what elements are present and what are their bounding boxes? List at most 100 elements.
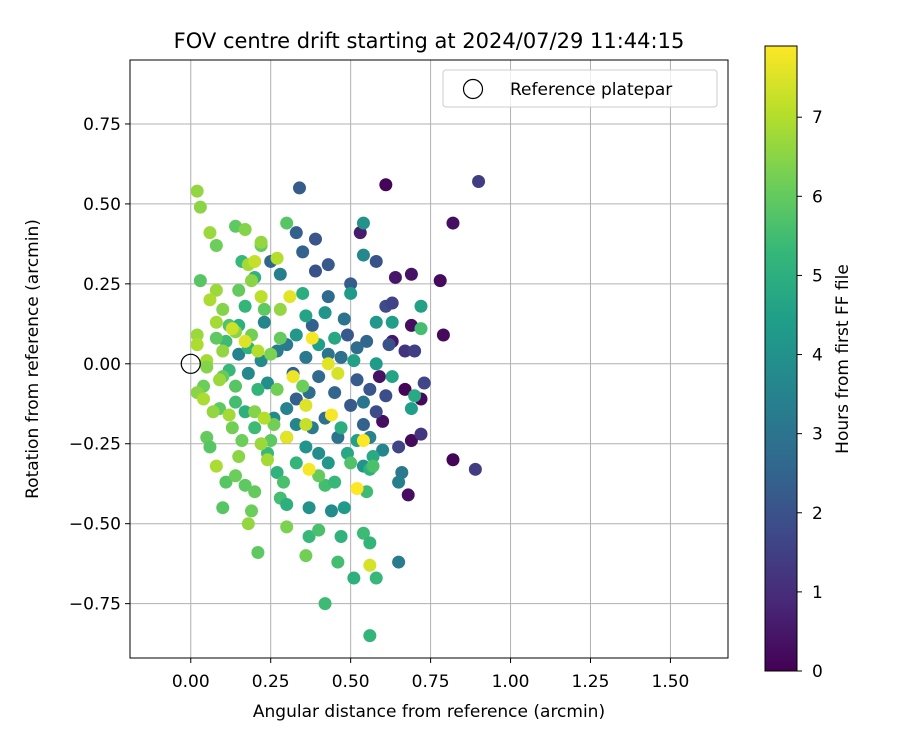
x-tick-label: 1.50 — [652, 672, 690, 692]
data-point — [209, 331, 223, 345]
data-point — [273, 331, 287, 345]
data-point — [238, 299, 252, 313]
data-point — [280, 430, 294, 444]
data-point — [308, 264, 322, 278]
data-point — [414, 322, 428, 336]
data-point — [321, 258, 335, 272]
data-point — [385, 315, 399, 329]
data-point — [299, 309, 313, 323]
data-point — [280, 216, 294, 230]
grid — [130, 60, 728, 658]
data-point — [264, 347, 278, 361]
legend: Reference platepar — [442, 69, 718, 108]
data-point — [232, 283, 246, 297]
data-point — [366, 459, 380, 473]
data-point — [350, 482, 364, 496]
data-point — [190, 338, 204, 352]
data-point — [331, 366, 345, 380]
colorbar-tick-label: 3 — [812, 425, 823, 445]
data-point — [331, 555, 345, 569]
data-point — [299, 398, 313, 412]
data-point — [190, 184, 204, 198]
data-point — [299, 549, 313, 563]
x-axis-label: Angular distance from reference (arcmin) — [253, 702, 605, 722]
data-point — [283, 290, 297, 304]
colorbar-tick-label: 6 — [812, 187, 823, 207]
legend-box — [442, 69, 718, 108]
y-tick-label: 0.00 — [83, 355, 121, 375]
data-point — [254, 290, 268, 304]
data-point — [324, 504, 338, 518]
data-point — [417, 376, 431, 390]
y-tick-label: −0.75 — [69, 595, 121, 615]
data-point — [251, 545, 265, 559]
data-point — [273, 302, 287, 316]
y-tick-label: 0.75 — [83, 115, 121, 135]
data-point — [337, 501, 351, 515]
data-point — [328, 475, 342, 489]
data-point — [337, 312, 351, 326]
data-point — [193, 274, 207, 288]
data-point — [248, 254, 262, 268]
data-point — [238, 405, 252, 419]
colorbar: 0 1 2 3 4 5 6 7 Hours from first FF file — [764, 45, 853, 682]
legend-reference-marker-icon — [462, 78, 484, 100]
x-tick-label: 1.00 — [492, 672, 530, 692]
data-point — [216, 344, 230, 358]
data-point — [280, 520, 294, 534]
data-point — [334, 529, 348, 543]
data-point — [209, 238, 223, 252]
data-point — [190, 328, 204, 342]
colorbar-frame — [764, 45, 798, 672]
y-tick-label: −0.25 — [69, 435, 121, 455]
data-point — [241, 517, 255, 531]
data-point — [203, 226, 217, 240]
data-point — [232, 450, 246, 464]
x-tick-label: 0.50 — [332, 672, 370, 692]
data-point — [408, 344, 422, 358]
data-point — [404, 267, 418, 281]
data-point — [363, 629, 377, 643]
data-point — [302, 462, 316, 476]
data-point — [398, 382, 412, 396]
data-point — [363, 382, 377, 396]
data-point — [379, 178, 393, 192]
data-point — [356, 526, 370, 540]
data-point — [296, 245, 310, 259]
data-point — [360, 334, 374, 348]
data-point — [414, 427, 428, 441]
data-point — [203, 293, 217, 307]
data-point — [392, 440, 406, 454]
data-point — [299, 440, 313, 454]
colorbar-label: Hours from first FF file — [833, 264, 853, 454]
data-point — [296, 286, 310, 300]
data-point — [401, 488, 415, 502]
data-point — [248, 421, 262, 435]
data-point — [248, 405, 262, 419]
data-point — [289, 392, 303, 406]
colorbar-tick-label: 0 — [812, 662, 823, 682]
data-point — [369, 405, 383, 419]
data-point — [382, 338, 396, 352]
data-point — [257, 411, 271, 425]
data-point — [369, 315, 383, 329]
data-point — [372, 370, 386, 384]
data-point — [344, 286, 358, 300]
data-point — [229, 379, 243, 393]
data-point — [321, 357, 335, 371]
data-point — [206, 405, 220, 419]
data-point — [200, 360, 214, 374]
colorbar-tick-label: 1 — [812, 583, 823, 603]
data-point — [229, 469, 243, 483]
data-point — [238, 478, 252, 492]
y-axis-label: Rotation from reference (arcmin) — [23, 219, 43, 499]
colorbar-tick-label: 5 — [812, 266, 823, 286]
data-point — [251, 382, 265, 396]
data-point — [366, 450, 380, 464]
data-point — [376, 443, 390, 457]
x-tick-label: 0.00 — [172, 672, 210, 692]
data-point — [350, 373, 364, 387]
data-point — [241, 366, 255, 380]
